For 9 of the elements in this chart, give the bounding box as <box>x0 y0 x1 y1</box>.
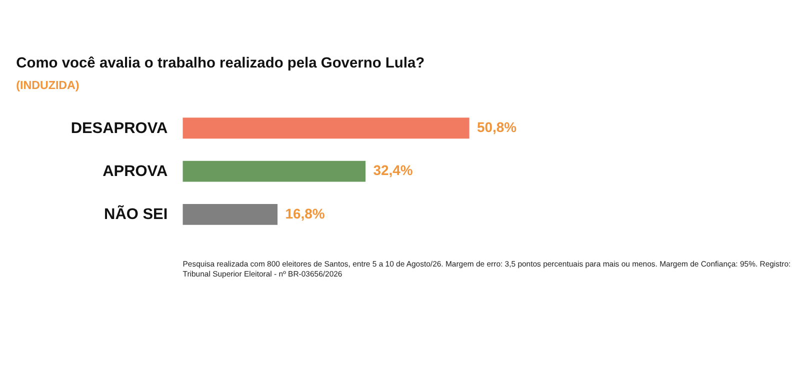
data-label: 32,4% <box>373 162 414 178</box>
data-label: 50,8% <box>477 119 518 135</box>
chart-title: Como você avalia o trabalho realizado pela Governo Lula? <box>16 56 425 72</box>
data-label: 16,8% <box>285 205 326 222</box>
y-tick-label: APROVA <box>102 162 168 180</box>
text: Pesquisa realizada com 800 eleitores de Santos, entre 5 a 10 de Agosto/26. Margem de erro: 3,5 pontos percentuais para mais ou menos. Margem de Confiança: 95%. Registro: Tribunal Superior Eleitoral - nº BR-03656/2026 <box>182 260 791 279</box>
y-tick-label: DESAPROVA <box>70 120 168 137</box>
text: (INDUZIDA) <box>16 79 80 92</box>
y-tick-label: NÃO SEI <box>104 205 168 224</box>
